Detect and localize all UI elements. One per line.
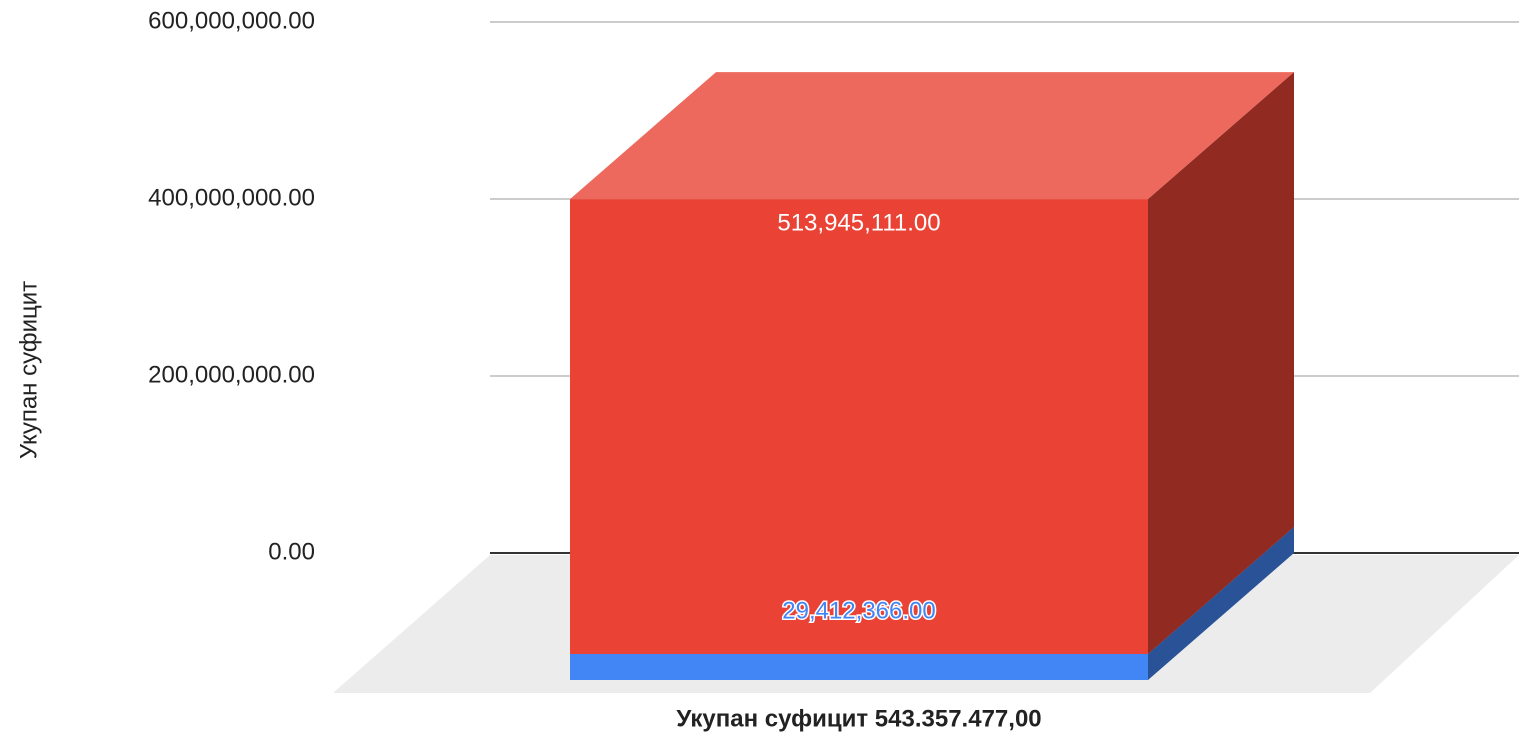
y-tick-label: 400,000,000.00 <box>148 184 315 211</box>
y-tick-label: 200,000,000.00 <box>148 361 315 388</box>
bar-side <box>1148 72 1294 654</box>
data-label: 513,945,111.00 <box>777 209 940 236</box>
bar-top <box>570 72 1294 200</box>
data-label: 29,412,366.00 <box>782 597 935 624</box>
bar <box>570 653 1148 680</box>
y-tick-label: 0.00 <box>268 538 315 565</box>
bar-segment <box>570 72 1294 654</box>
y-axis-label: Укупан суфицит <box>15 281 42 459</box>
bar-side <box>1148 526 1294 680</box>
x-tick-label: Укупан суфицит 543.357.477,00 <box>676 705 1041 732</box>
y-tick-label: 600,000,000.00 <box>148 7 315 34</box>
bar <box>570 199 1148 654</box>
